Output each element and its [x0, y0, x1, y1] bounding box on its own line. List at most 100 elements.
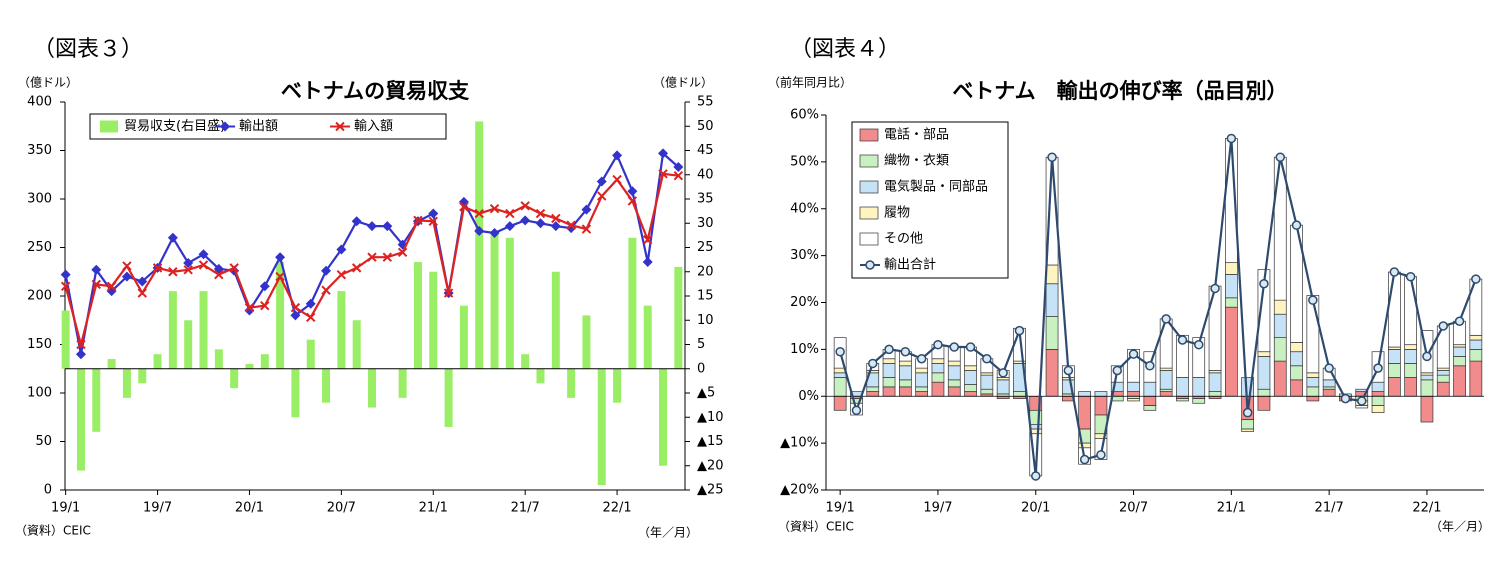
bar	[199, 291, 208, 369]
bar	[1224, 297, 1238, 308]
bar	[1404, 363, 1418, 378]
bar	[322, 368, 331, 403]
point-marker	[183, 265, 193, 275]
point-marker	[489, 203, 500, 214]
bar	[1045, 349, 1059, 397]
point-marker	[1161, 314, 1171, 324]
legend-label: 履物	[884, 206, 910, 221]
bar	[1257, 351, 1271, 357]
legend-label: 輸出合計	[884, 257, 936, 273]
point-marker	[596, 176, 607, 187]
x-tick-label: 20/1	[1021, 501, 1050, 516]
point-marker	[1112, 365, 1122, 376]
figure-label: （図表４）	[790, 37, 900, 62]
bar	[1453, 365, 1466, 397]
point-marker	[1275, 152, 1285, 162]
x-tick-label: 19/7	[143, 501, 172, 516]
bar	[1420, 374, 1434, 381]
bar	[138, 368, 147, 384]
x-tick-label: 21/1	[1217, 501, 1246, 516]
point-marker	[581, 204, 592, 215]
bar	[1159, 318, 1173, 369]
point-marker	[106, 281, 117, 292]
bar	[1127, 381, 1140, 392]
legend-swatch	[100, 120, 118, 133]
bar	[1176, 377, 1189, 397]
bar	[931, 358, 945, 364]
point-marker	[382, 221, 393, 232]
y2-tick-label: 0	[697, 361, 705, 376]
bar	[1257, 395, 1271, 411]
bar	[1453, 346, 1466, 357]
bar	[1143, 405, 1157, 411]
bar	[1453, 344, 1466, 348]
bar	[1045, 316, 1059, 350]
y2-tick-label: 40	[697, 167, 714, 182]
bar	[1469, 334, 1483, 341]
bar	[1078, 442, 1092, 449]
bar	[833, 395, 847, 411]
x-tick-label: 20/7	[1119, 501, 1148, 516]
bar	[1322, 388, 1336, 397]
bar	[1257, 388, 1271, 397]
bar	[866, 386, 880, 392]
point-marker	[1063, 365, 1074, 376]
bar	[1208, 370, 1222, 374]
bar	[1404, 276, 1418, 346]
y2-tick-label: 25	[697, 240, 714, 255]
bar	[230, 368, 239, 389]
bar	[1322, 379, 1336, 388]
bar	[1208, 395, 1222, 399]
bar	[1404, 349, 1418, 364]
legend-marker	[220, 121, 230, 132]
y2-tick-label: 5	[697, 337, 705, 352]
bar	[1387, 363, 1401, 378]
bar	[947, 379, 961, 388]
point-marker	[1128, 349, 1139, 359]
bar	[1273, 337, 1287, 362]
bar	[1436, 370, 1450, 376]
point-marker	[198, 260, 209, 270]
point-marker	[627, 196, 638, 206]
point-marker	[305, 298, 316, 309]
x-tick-label: 22/1	[1412, 501, 1441, 516]
bar	[1436, 374, 1450, 383]
y-tick-label: 200	[27, 289, 52, 304]
bar	[1387, 271, 1401, 348]
bar	[153, 354, 162, 369]
point-marker	[397, 247, 408, 258]
bar	[1387, 346, 1401, 350]
legend-swatch	[859, 232, 879, 246]
point-marker	[60, 281, 71, 292]
point-marker	[198, 249, 209, 260]
y2-tick-label: 20	[697, 264, 714, 279]
y2-tick-label: ▲10	[697, 410, 724, 425]
y2-tick-label: ▲15	[697, 434, 724, 449]
point-marker	[835, 346, 845, 357]
bar	[1290, 379, 1303, 397]
bar	[964, 370, 977, 385]
y-tick-label: 20%	[790, 295, 819, 310]
bar	[1420, 395, 1434, 423]
bar	[628, 237, 637, 369]
bar	[931, 381, 945, 397]
bar	[947, 360, 961, 367]
point-marker	[1340, 393, 1351, 404]
x-unit: （年／月）	[638, 526, 698, 540]
bar	[1159, 370, 1173, 390]
point-marker	[535, 218, 546, 229]
point-marker	[382, 252, 393, 262]
y-tick-label: 100	[27, 386, 52, 401]
legend-label: 電気製品・同部品	[884, 179, 988, 195]
bar	[1208, 391, 1222, 397]
point-marker	[489, 227, 500, 238]
bar	[931, 363, 945, 374]
point-marker	[76, 339, 86, 350]
bar	[898, 365, 912, 381]
y-tick-label: ▲20%	[780, 483, 819, 498]
point-marker	[1308, 295, 1318, 305]
bar	[1404, 377, 1418, 397]
point-marker	[367, 221, 377, 232]
bar	[1420, 372, 1434, 376]
point-marker	[321, 285, 331, 295]
